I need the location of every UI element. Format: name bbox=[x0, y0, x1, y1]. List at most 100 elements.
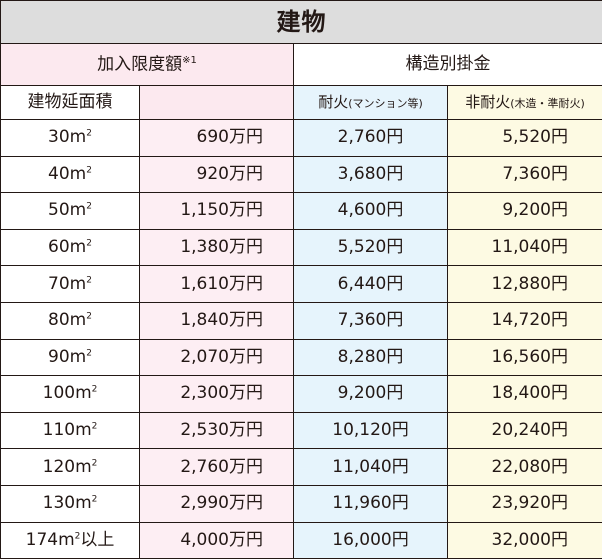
area-value: 100m bbox=[42, 383, 92, 404]
table-row: 30m2 690万円 2,760円 5,520円 bbox=[0, 119, 602, 157]
fire-resistant-header: 耐火(マンション等) bbox=[293, 85, 448, 120]
non-fire-resistant-cell: 16,560円 bbox=[447, 338, 602, 377]
non-fire-resistant-cell: 7,360円 bbox=[447, 155, 602, 194]
fire-resistant-cell: 8,280円 bbox=[293, 338, 448, 377]
table-row: 110m2 2,530万円 10,120円 20,240円 bbox=[0, 411, 602, 450]
table-row: 40m2 920万円 3,680円 7,360円 bbox=[0, 155, 602, 194]
fire-resistant-cell: 5,520円 bbox=[293, 228, 448, 267]
fire-resistant-cell: 2,760円 bbox=[293, 119, 448, 157]
limit-cell: 2,070万円 bbox=[139, 338, 294, 377]
area-cell: 90m2 bbox=[0, 338, 140, 377]
limit-header: 加入限度額※1 bbox=[0, 43, 294, 86]
area-value: 70m bbox=[48, 273, 87, 294]
header-row-2: 建物延面積 耐火(マンション等) 非耐火(木造・準耐火) bbox=[0, 85, 602, 120]
limit-cell: 1,150万円 bbox=[139, 192, 294, 230]
limit-cell: 920万円 bbox=[139, 155, 294, 194]
non-fire-resistant-cell: 12,880円 bbox=[447, 265, 602, 303]
table-row: 80m2 1,840万円 7,360円 14,720円 bbox=[0, 301, 602, 340]
fire-resistant-header-sub: (マンション等) bbox=[348, 97, 423, 110]
area-unit-superscript: 2 bbox=[86, 238, 92, 249]
area-cell: 110m2 bbox=[0, 411, 140, 450]
limit-cell: 4,000万円 bbox=[139, 521, 294, 559]
non-fire-resistant-cell: 32,000円 bbox=[447, 521, 602, 559]
area-unit-superscript: 2 bbox=[86, 165, 92, 176]
area-value: 50m bbox=[48, 200, 87, 221]
non-fire-resistant-cell: 18,400円 bbox=[447, 375, 602, 413]
fire-resistant-cell: 6,440円 bbox=[293, 265, 448, 303]
fire-resistant-cell: 9,200円 bbox=[293, 375, 448, 413]
non-fire-resistant-cell: 22,080円 bbox=[447, 448, 602, 486]
area-value: 110m bbox=[42, 420, 92, 441]
non-fire-resistant-header: 非耐火(木造・準耐火) bbox=[447, 85, 602, 120]
fire-resistant-cell: 11,040円 bbox=[293, 448, 448, 486]
area-value: 30m bbox=[48, 127, 87, 148]
non-fire-resistant-cell: 11,040円 bbox=[447, 228, 602, 267]
non-fire-resistant-header-main: 非耐火 bbox=[465, 93, 511, 111]
area-cell: 40m2 bbox=[0, 155, 140, 194]
area-cell: 100m2 bbox=[0, 375, 140, 413]
header-row-1: 加入限度額※1 構造別掛金 bbox=[0, 43, 602, 86]
area-unit-superscript: 2 bbox=[86, 128, 92, 139]
area-value: 60m bbox=[48, 237, 87, 258]
area-unit-superscript: 2 bbox=[74, 531, 81, 542]
non-fire-resistant-cell: 9,200円 bbox=[447, 192, 602, 230]
table-row: 70m2 1,610万円 6,440円 12,880円 bbox=[0, 265, 602, 303]
area-value: 40m bbox=[48, 163, 87, 184]
area-unit-superscript: 2 bbox=[91, 421, 98, 432]
limit-header-label: 加入限度額 bbox=[97, 54, 183, 75]
area-unit-superscript: 2 bbox=[91, 457, 98, 468]
area-header: 建物延面積 bbox=[0, 85, 140, 120]
limit-cell: 690万円 bbox=[139, 119, 294, 157]
area-unit-superscript: 2 bbox=[86, 311, 92, 322]
table-row: 100m2 2,300万円 9,200円 18,400円 bbox=[0, 375, 602, 413]
area-cell: 120m2 bbox=[0, 448, 140, 486]
non-fire-resistant-cell: 20,240円 bbox=[447, 411, 602, 450]
fire-resistant-cell: 7,360円 bbox=[293, 301, 448, 340]
area-value: 174m bbox=[25, 529, 75, 550]
non-fire-resistant-cell: 14,720円 bbox=[447, 301, 602, 340]
area-cell: 80m2 bbox=[0, 301, 140, 340]
area-value: 90m bbox=[48, 346, 87, 367]
limit-cell: 2,300万円 bbox=[139, 375, 294, 413]
fire-resistant-cell: 4,600円 bbox=[293, 192, 448, 230]
limit-cell: 1,610万円 bbox=[139, 265, 294, 303]
area-unit-superscript: 2 bbox=[86, 275, 92, 286]
limit-header-blank bbox=[139, 85, 294, 120]
area-cell: 70m2 bbox=[0, 265, 140, 303]
non-fire-resistant-cell: 5,520円 bbox=[447, 119, 602, 157]
limit-header-note: ※1 bbox=[182, 54, 197, 66]
area-cell: 50m2 bbox=[0, 192, 140, 230]
limit-cell: 2,760万円 bbox=[139, 448, 294, 486]
area-unit-superscript: 2 bbox=[86, 348, 92, 359]
area-cell: 130m2 bbox=[0, 484, 140, 523]
area-unit-superscript: 2 bbox=[86, 201, 92, 212]
fire-resistant-cell: 11,960円 bbox=[293, 484, 448, 523]
area-cell: 60m2 bbox=[0, 228, 140, 267]
area-value: 80m bbox=[48, 310, 87, 331]
fire-resistant-cell: 16,000円 bbox=[293, 521, 448, 559]
table-title: 建物 bbox=[0, 0, 602, 44]
table-row: 130m2 2,990万円 11,960円 23,920円 bbox=[0, 484, 602, 523]
table-row: 174m2以上 4,000万円 16,000円 32,000円 bbox=[0, 521, 602, 559]
area-value: 120m bbox=[42, 456, 92, 477]
table-row: 90m2 2,070万円 8,280円 16,560円 bbox=[0, 338, 602, 377]
area-value: 130m bbox=[42, 493, 92, 514]
area-unit-superscript: 2 bbox=[91, 384, 98, 395]
table-row: 50m2 1,150万円 4,600円 9,200円 bbox=[0, 192, 602, 230]
area-suffix: 以上 bbox=[80, 529, 115, 550]
limit-cell: 2,990万円 bbox=[139, 484, 294, 523]
limit-cell: 1,840万円 bbox=[139, 301, 294, 340]
area-cell: 174m2以上 bbox=[0, 521, 140, 559]
area-unit-superscript: 2 bbox=[91, 494, 98, 505]
limit-cell: 1,380万円 bbox=[139, 228, 294, 267]
table-row: 60m2 1,380万円 5,520円 11,040円 bbox=[0, 228, 602, 267]
fire-resistant-header-main: 耐火 bbox=[318, 93, 349, 111]
area-cell: 30m2 bbox=[0, 119, 140, 157]
non-fire-resistant-cell: 23,920円 bbox=[447, 484, 602, 523]
fire-resistant-cell: 3,680円 bbox=[293, 155, 448, 194]
limit-cell: 2,530万円 bbox=[139, 411, 294, 450]
title-row: 建物 bbox=[0, 0, 602, 44]
non-fire-resistant-header-sub: (木造・準耐火) bbox=[510, 97, 585, 110]
